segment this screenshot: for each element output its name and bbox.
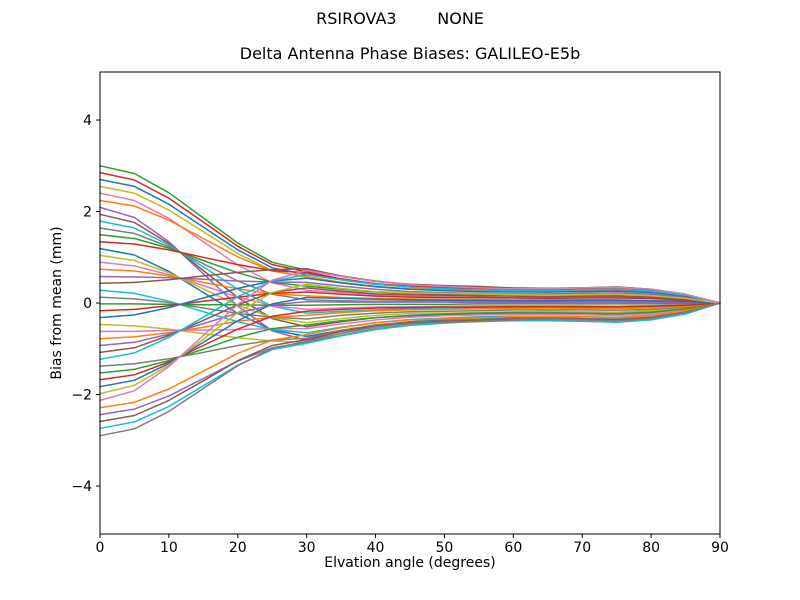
series-line xyxy=(99,291,721,312)
series-line xyxy=(99,302,721,409)
series-line xyxy=(99,302,721,340)
y-tick-label: 0 xyxy=(83,296,92,312)
series-line xyxy=(99,269,721,402)
y-tick-label: −2 xyxy=(71,387,92,403)
y-tick-label: 4 xyxy=(83,113,92,129)
x-tick-label: 60 xyxy=(504,540,522,556)
series-line xyxy=(99,283,721,395)
series-line xyxy=(99,302,721,307)
y-tick-label: −4 xyxy=(71,479,92,495)
series-line xyxy=(99,277,721,319)
x-tick-label: 50 xyxy=(436,540,454,556)
series-line xyxy=(99,296,721,320)
chart-title: Delta Antenna Phase Biases: GALILEO-E5b xyxy=(239,44,581,63)
x-tick-label: 0 xyxy=(96,540,105,556)
x-tick-label: 20 xyxy=(229,540,247,556)
series-line xyxy=(99,302,721,374)
series-line xyxy=(99,302,721,423)
series-line xyxy=(99,300,721,347)
series-line xyxy=(99,254,721,324)
series-line xyxy=(99,287,721,354)
series-line xyxy=(99,302,721,437)
x-tick-label: 70 xyxy=(573,540,591,556)
series-line xyxy=(99,296,721,388)
suptitle: RSIROVA3 NONE xyxy=(316,9,484,28)
x-tick-label: 30 xyxy=(298,540,316,556)
series-line xyxy=(99,192,721,304)
series-line xyxy=(99,227,721,304)
x-axis-label: Elvation angle (degrees) xyxy=(324,555,496,571)
series-line xyxy=(99,302,721,430)
x-tick-label: 90 xyxy=(711,540,729,556)
x-tick-label: 40 xyxy=(367,540,385,556)
series-line xyxy=(99,273,721,361)
series-line xyxy=(99,302,721,381)
x-tick-label: 80 xyxy=(642,540,660,556)
series-line xyxy=(99,275,721,304)
series-line xyxy=(99,302,721,333)
x-tick-label: 10 xyxy=(160,540,178,556)
y-tick-label: 2 xyxy=(83,205,92,221)
